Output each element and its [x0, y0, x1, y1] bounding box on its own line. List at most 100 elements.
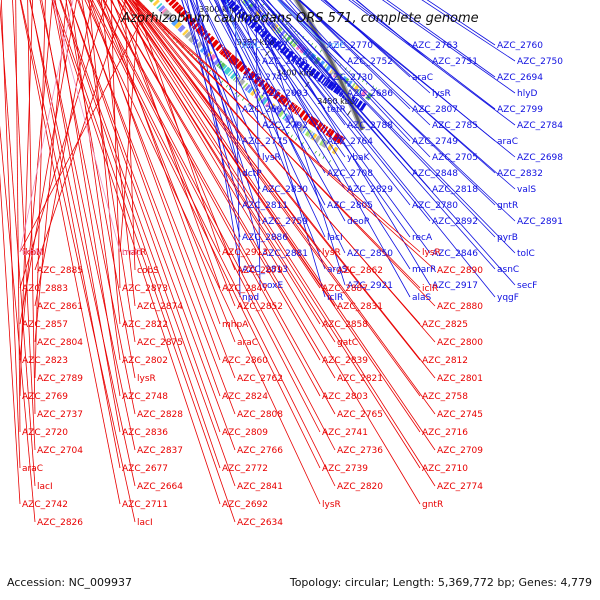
feature-block: [272, 24, 279, 32]
feature-block: [171, 1, 180, 10]
gene-label: AZC_2772: [222, 464, 268, 474]
feature-block: [232, 74, 239, 81]
feature-block: [230, 72, 237, 80]
gene-label: AZC_2857: [22, 320, 68, 330]
gene-label: AZC_2770: [327, 41, 373, 51]
feature-block: [167, 14, 174, 21]
leader-line: [92, 0, 336, 487]
feature-block: [247, 2, 255, 10]
leader-line: [110, 0, 321, 361]
feature-block: [327, 129, 335, 139]
gene-label: AZC_2825: [422, 320, 468, 330]
leader-line: [102, 0, 221, 325]
feature-block: [284, 99, 291, 108]
gene-label: AZC_2769: [22, 392, 68, 402]
gene-label: AZC_2789: [37, 374, 83, 384]
feature-block: [249, 72, 257, 81]
gene-label: araC: [237, 338, 258, 348]
feature-block: [156, 2, 163, 10]
leader-line: [135, 0, 436, 271]
feature-block: [304, 128, 312, 137]
gene-label: gntR: [422, 500, 443, 510]
gene-label: trnM: [22, 248, 43, 258]
gene-label: AZC_2730: [327, 73, 373, 83]
leader-line: [351, 0, 496, 110]
leader-line: [222, 0, 261, 62]
leader-line: [136, 0, 436, 343]
leader-line: [125, 0, 421, 433]
leader-line: [77, 0, 236, 415]
gene-label: AZC_2875: [137, 338, 183, 348]
leader-line: [98, 0, 236, 343]
feature-block: [218, 46, 225, 54]
gene-label: AZC_2821: [337, 374, 383, 384]
gene-label: AZC_2892: [432, 217, 478, 227]
gene-label: hlyD: [517, 89, 538, 99]
leader-line: [297, 0, 516, 190]
gene-label: AZC_2758: [422, 392, 468, 402]
gene-label: lacI: [327, 233, 343, 243]
leader-line: [78, 0, 221, 397]
leader-line: [299, 0, 431, 126]
feature-block: [359, 102, 367, 111]
feature-block: [226, 0, 234, 7]
feature-block: [282, 32, 289, 40]
leader-line: [255, 0, 346, 286]
gene-label: AZC_2820: [337, 482, 383, 492]
gene-label: marR: [122, 248, 146, 258]
feature-block: [275, 108, 283, 116]
leader-line: [110, 0, 336, 379]
feature-block: [231, 4, 241, 13]
gene-label: araC: [22, 464, 43, 474]
feature-block: [314, 135, 322, 144]
gene-label: AZC_2881: [262, 249, 308, 259]
gene-label: araC: [412, 73, 433, 83]
leader-line: [29, 0, 136, 487]
gene-label: AZC_2885: [37, 266, 83, 276]
gene-label: lysR: [262, 153, 281, 163]
leader-line: [240, 0, 411, 238]
feature-block: [294, 106, 300, 115]
leader-line: [19, 0, 74, 253]
gene-label: AZC_2775: [242, 137, 288, 147]
leader-line: [70, 0, 121, 361]
feature-block: [258, 28, 265, 35]
leader-line: [59, 0, 221, 469]
feature-block: [289, 118, 295, 125]
feature-block: [191, 22, 199, 29]
feature-block: [312, 70, 321, 80]
leader-line: [277, 0, 326, 46]
feature-block: [352, 84, 360, 92]
feature-block: [302, 112, 310, 122]
gene-label: lysR: [137, 374, 156, 384]
gene-label: trnL: [242, 41, 260, 51]
gene-label: recA: [412, 233, 433, 243]
feature-block: [249, 4, 258, 13]
gene-label: AZC_2822: [122, 320, 168, 330]
feature-block: [195, 41, 203, 50]
feature-block: [205, 51, 213, 59]
gene-label: AZC_2812: [422, 356, 468, 366]
gene-label: lysR: [322, 500, 341, 510]
feature-block: [179, 9, 188, 18]
leader-line: [100, 0, 136, 307]
gene-label: alaS: [412, 293, 432, 303]
gene-label: AZC_2750: [517, 57, 563, 67]
gene-label: AZC_2828: [137, 410, 183, 420]
tick-label: 3300 kbp: [199, 5, 237, 14]
leader-line: [134, 0, 436, 379]
feature-block: [326, 143, 334, 152]
leader-line: [190, 0, 241, 110]
gene-label: iclR: [327, 293, 343, 303]
gene-label: AZC_2709: [437, 446, 483, 456]
leader-line: [0, 1, 36, 487]
gene-label: lysR: [422, 248, 441, 258]
leader-line: [117, 0, 336, 343]
gene-label: AZC_2739: [322, 464, 368, 474]
leader-line: [260, 0, 516, 286]
gene-label: AZC_2848: [412, 169, 458, 179]
leader-line: [298, 0, 411, 110]
leader-line: [103, 0, 336, 415]
leader-line: [231, 0, 326, 142]
leader-line: [277, 0, 411, 142]
